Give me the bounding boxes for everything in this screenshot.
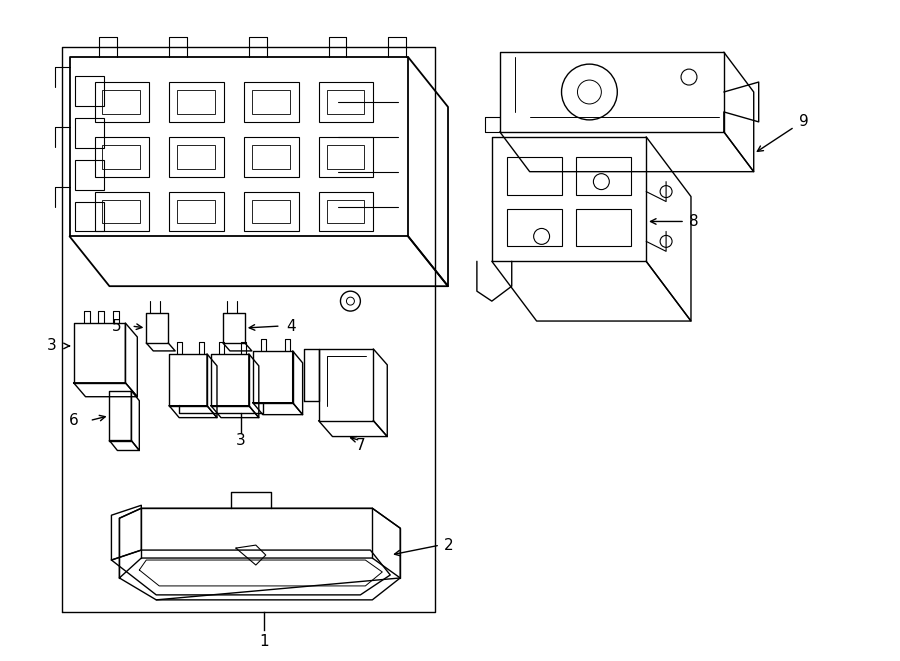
Bar bbox=[94, 137, 149, 176]
Bar bbox=[507, 157, 562, 194]
Text: 6: 6 bbox=[68, 413, 78, 428]
Bar bbox=[75, 202, 104, 231]
Bar bbox=[507, 208, 562, 247]
Text: 3: 3 bbox=[47, 338, 57, 354]
Bar bbox=[577, 208, 631, 247]
Bar bbox=[94, 192, 149, 231]
Text: 5: 5 bbox=[112, 319, 122, 334]
Text: 3: 3 bbox=[236, 433, 246, 448]
Bar bbox=[75, 118, 104, 148]
Text: 8: 8 bbox=[689, 214, 698, 229]
Bar bbox=[94, 82, 149, 122]
Bar bbox=[75, 76, 104, 106]
Bar bbox=[244, 137, 299, 176]
Bar bbox=[103, 200, 140, 223]
Bar bbox=[169, 192, 224, 231]
Bar bbox=[319, 192, 373, 231]
Bar bbox=[177, 200, 215, 223]
Bar bbox=[252, 145, 290, 169]
Bar bbox=[103, 90, 140, 114]
Bar bbox=[252, 90, 290, 114]
Bar bbox=[75, 160, 104, 190]
Text: 4: 4 bbox=[286, 319, 295, 334]
Bar bbox=[244, 82, 299, 122]
Bar bbox=[244, 192, 299, 231]
Bar bbox=[577, 157, 631, 194]
Bar bbox=[327, 200, 364, 223]
Text: 7: 7 bbox=[356, 438, 365, 453]
Bar bbox=[319, 137, 373, 176]
Bar bbox=[327, 90, 364, 114]
Bar bbox=[177, 90, 215, 114]
Text: 9: 9 bbox=[798, 114, 808, 130]
Bar bbox=[103, 145, 140, 169]
Bar bbox=[177, 145, 215, 169]
Bar bbox=[319, 82, 373, 122]
Text: 1: 1 bbox=[259, 634, 268, 649]
Bar bbox=[169, 137, 224, 176]
Bar bbox=[327, 145, 364, 169]
Bar bbox=[252, 200, 290, 223]
Text: 2: 2 bbox=[444, 537, 454, 553]
Bar bbox=[169, 82, 224, 122]
